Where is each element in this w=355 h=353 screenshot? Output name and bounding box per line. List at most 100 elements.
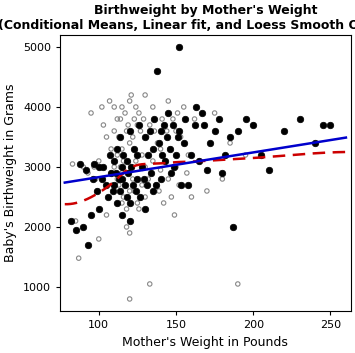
Point <box>150 104 156 110</box>
Point <box>243 152 248 158</box>
Point <box>124 206 130 212</box>
Point <box>158 146 163 152</box>
Point <box>136 110 142 116</box>
Point <box>175 134 180 140</box>
Point <box>124 158 130 164</box>
Point <box>155 140 160 146</box>
Point <box>127 98 132 104</box>
Point <box>173 152 179 158</box>
Point <box>121 158 126 164</box>
Point <box>142 134 148 140</box>
Point <box>125 122 131 128</box>
Point <box>111 182 117 188</box>
Point <box>81 224 86 230</box>
Point <box>165 98 171 104</box>
Title: Birthweight by Mother's Weight
(Conditional Means, Linear fit, and Loess Smooth : Birthweight by Mother's Weight (Conditio… <box>0 5 355 32</box>
Point <box>114 200 120 206</box>
Point <box>250 122 256 128</box>
Point <box>165 110 171 116</box>
Point <box>148 170 154 176</box>
Point <box>129 164 134 170</box>
Point <box>142 206 148 212</box>
Point <box>219 176 225 182</box>
Point <box>122 110 128 116</box>
Point <box>138 194 143 200</box>
Point <box>77 161 83 167</box>
Point <box>250 122 256 128</box>
Point <box>121 194 126 200</box>
Point <box>111 164 117 170</box>
Point <box>118 116 123 122</box>
Point <box>91 164 97 170</box>
Point <box>196 158 202 164</box>
Point <box>152 128 157 134</box>
Point <box>156 140 162 146</box>
Point <box>158 128 163 134</box>
Point <box>125 170 131 176</box>
Point <box>118 164 123 170</box>
Point <box>138 128 143 134</box>
Point <box>171 212 177 218</box>
Point <box>119 170 125 176</box>
Point <box>110 182 115 188</box>
Point <box>217 116 222 122</box>
Point <box>139 164 145 170</box>
Point <box>147 122 153 128</box>
Point <box>104 212 109 218</box>
Point <box>182 116 188 122</box>
Point <box>119 104 125 110</box>
Point <box>119 212 125 218</box>
Point <box>114 176 120 182</box>
Point <box>147 128 153 134</box>
Point <box>141 116 146 122</box>
Point <box>176 44 182 50</box>
Point <box>105 194 111 200</box>
Point <box>145 152 151 158</box>
Point <box>124 224 130 230</box>
Point <box>131 188 137 194</box>
Point <box>119 164 125 170</box>
Point <box>212 110 218 116</box>
Point <box>93 176 99 182</box>
Point <box>119 146 125 152</box>
Point <box>114 152 120 158</box>
Point <box>320 122 326 128</box>
Point <box>116 176 122 182</box>
Point <box>124 128 130 134</box>
Point <box>159 116 165 122</box>
Point <box>111 158 117 164</box>
Point <box>124 194 130 200</box>
Point <box>170 116 176 122</box>
Point <box>243 116 248 122</box>
Point <box>176 182 182 188</box>
Point <box>96 164 102 170</box>
Point <box>141 176 146 182</box>
Point <box>145 176 151 182</box>
Point <box>139 152 145 158</box>
Point <box>129 164 134 170</box>
Point <box>100 164 106 170</box>
Point <box>169 170 174 176</box>
Point <box>266 167 272 173</box>
Point <box>227 140 233 146</box>
Point <box>116 182 122 188</box>
Point <box>155 68 160 74</box>
Point <box>76 255 82 261</box>
Point <box>100 122 106 128</box>
Point <box>83 167 89 173</box>
Point <box>70 161 75 167</box>
Point <box>122 182 128 188</box>
Point <box>81 164 86 170</box>
Point <box>127 140 132 146</box>
Point <box>328 122 333 128</box>
Point <box>130 176 136 182</box>
Point <box>108 170 114 176</box>
Point <box>118 134 123 140</box>
Point <box>227 134 233 140</box>
Point <box>96 206 102 212</box>
Point <box>204 188 210 194</box>
Y-axis label: Baby's Birthweight in Grams: Baby's Birthweight in Grams <box>5 84 17 262</box>
Point <box>113 170 119 176</box>
Point <box>173 128 179 134</box>
Point <box>119 176 125 182</box>
